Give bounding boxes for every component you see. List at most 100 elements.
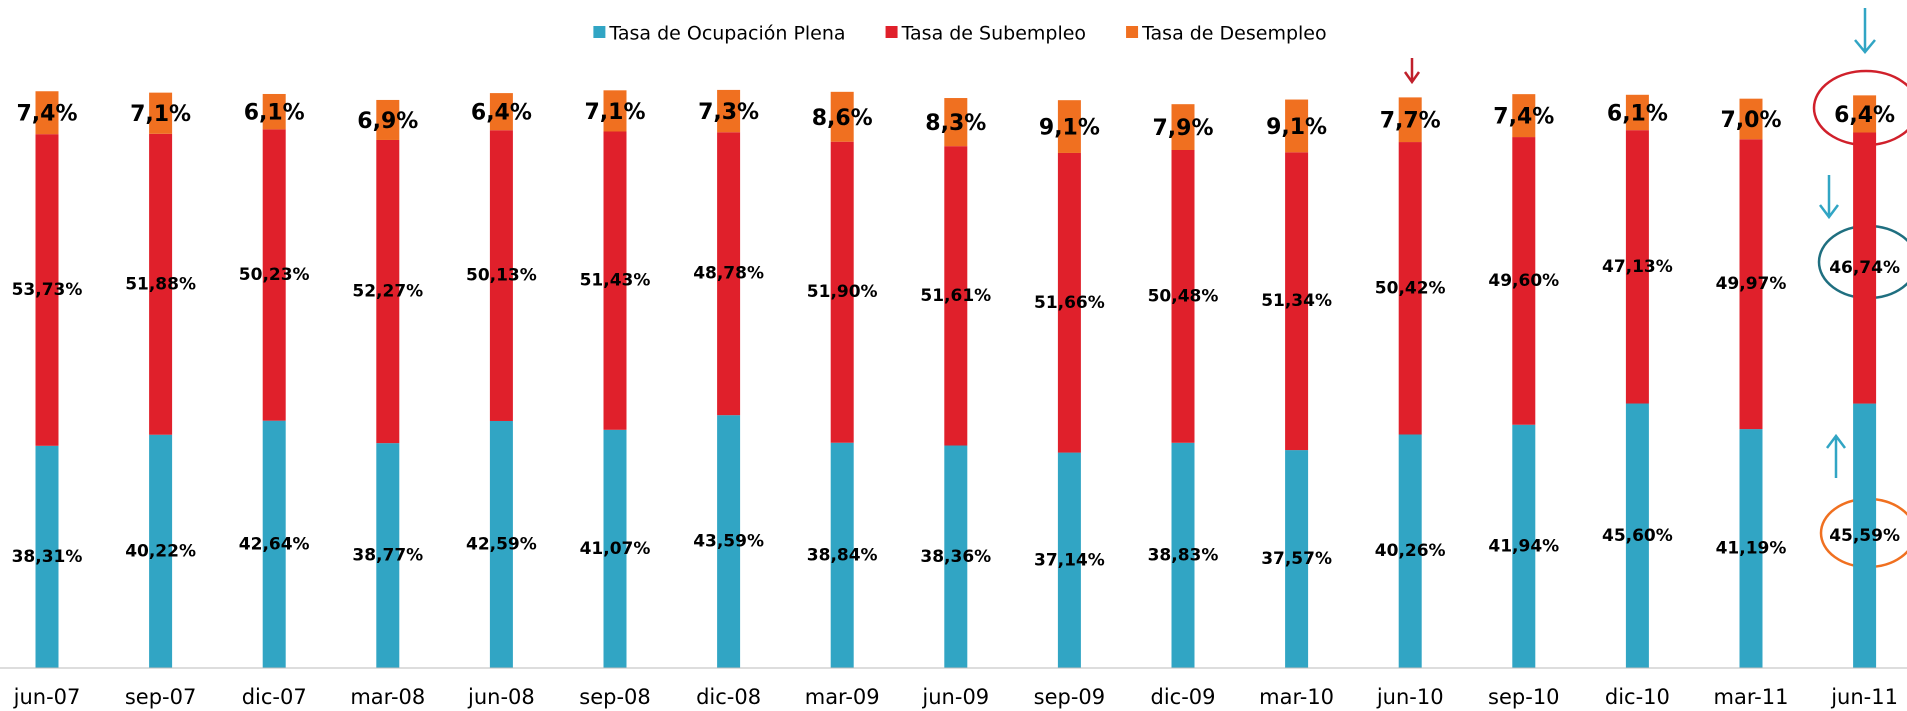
value-label: 9,1% [1039, 116, 1100, 141]
legend-label: Tasa de Ocupación Plena [608, 23, 845, 45]
value-label: 51,43% [580, 271, 651, 291]
bar-segment [35, 91, 59, 135]
legend-swatch [593, 26, 606, 38]
value-label: 8,6% [812, 106, 873, 131]
value-label: 38,36% [920, 547, 991, 567]
value-label: 6,1% [244, 101, 305, 126]
x-tick-label: mar-11 [1714, 685, 1789, 709]
x-tick-label: sep-09 [1034, 685, 1106, 709]
x-tick-label: jun-07 [13, 685, 81, 709]
bar-segment [603, 429, 627, 668]
value-label: 42,59% [466, 534, 537, 554]
value-label: 51,66% [1034, 293, 1105, 313]
bar-segment [1057, 152, 1081, 453]
bar-segment [262, 93, 286, 130]
bar-segment [1171, 442, 1195, 668]
bar-segment [1625, 94, 1649, 131]
x-tick-label: sep-08 [579, 685, 651, 709]
bar-segment [830, 442, 854, 668]
legend-swatch [885, 26, 898, 38]
bar-segment [717, 415, 741, 668]
value-label: 51,34% [1261, 291, 1332, 311]
value-label: 50,48% [1148, 286, 1219, 306]
value-label: 7,1% [130, 102, 191, 127]
x-tick-label: mar-10 [1259, 685, 1334, 709]
value-label: 49,97% [1716, 274, 1787, 294]
bar-segment [944, 98, 968, 147]
value-label: 50,42% [1375, 278, 1446, 298]
x-tick-label: jun-11 [1830, 685, 1898, 709]
value-label: 6,9% [357, 109, 418, 134]
value-label: 41,07% [580, 539, 651, 559]
value-label: 6,4% [1834, 103, 1895, 128]
x-tick-label: jun-09 [921, 685, 989, 709]
x-tick-label: sep-10 [1488, 685, 1560, 709]
value-label: 40,22% [125, 541, 196, 561]
bar-segment [149, 92, 173, 134]
legend: Tasa de Ocupación Plena Tasa de Subempleo… [593, 23, 1327, 45]
value-label: 48,78% [693, 264, 764, 284]
value-label: 40,26% [1375, 541, 1446, 561]
bar-segment [1512, 424, 1536, 668]
bar-segment [149, 434, 173, 668]
bar-segment [149, 133, 173, 435]
x-tick-label: dic-09 [1150, 685, 1215, 709]
bar-segment [1512, 137, 1536, 425]
bar-segment [1739, 98, 1763, 140]
x-tick-label: dic-08 [696, 685, 761, 709]
bar-segment [262, 420, 286, 668]
bar-segment [1739, 139, 1763, 430]
bar-segment [35, 445, 59, 668]
bar-segment [35, 134, 59, 446]
bar-segment [717, 132, 741, 416]
bar-segment [1171, 104, 1195, 151]
bar-segment [1398, 142, 1422, 435]
value-label: 38,83% [1148, 545, 1219, 565]
annotations [1403, 8, 1907, 569]
bar-segment [376, 139, 400, 444]
value-label: 38,31% [12, 547, 83, 567]
bar-segment [717, 89, 741, 133]
bar-segment [944, 146, 968, 446]
value-label: 7,1% [584, 100, 645, 125]
value-label: 38,84% [807, 545, 878, 565]
value-label: 50,23% [239, 265, 310, 285]
value-label: 51,88% [125, 274, 196, 294]
bar-segment [603, 90, 627, 132]
x-tick-label: dic-07 [242, 685, 307, 709]
value-label: 50,13% [466, 266, 537, 286]
value-label: 6,4% [471, 101, 532, 126]
arrow [1819, 175, 1839, 220]
value-label: 45,60% [1602, 526, 1673, 546]
bar-segment [262, 129, 286, 421]
bar-segment [489, 93, 513, 131]
value-label: 43,59% [693, 532, 764, 552]
bar-segment [1285, 99, 1309, 153]
arrow [1854, 8, 1876, 54]
value-label: 42,64% [239, 534, 310, 554]
bar-segment [1285, 450, 1309, 668]
value-label: 7,4% [1493, 105, 1554, 130]
legend-label: Tasa de Subempleo [901, 23, 1087, 45]
arrow [1403, 58, 1421, 85]
x-tick-label: jun-08 [467, 685, 535, 709]
value-label: 7,4% [16, 102, 77, 127]
bar-segment [1057, 452, 1081, 668]
value-label: 7,3% [698, 100, 759, 125]
bar-segment [1398, 97, 1422, 143]
value-label: 49,60% [1488, 271, 1559, 291]
legend-label: Tasa de Desempleo [1141, 23, 1327, 45]
bar-segment [1285, 152, 1309, 451]
bar-segment [1625, 403, 1649, 668]
value-label: 7,7% [1380, 109, 1441, 134]
bar-segment [1853, 95, 1877, 133]
value-label: 37,14% [1034, 550, 1105, 570]
value-label: 41,94% [1488, 536, 1559, 556]
value-label: 51,61% [920, 286, 991, 306]
value-label: 37,57% [1261, 549, 1332, 569]
bar-segment [1739, 429, 1763, 668]
bar-segment [1398, 434, 1422, 668]
bar-segment [489, 130, 513, 421]
bar-segment [489, 420, 513, 668]
